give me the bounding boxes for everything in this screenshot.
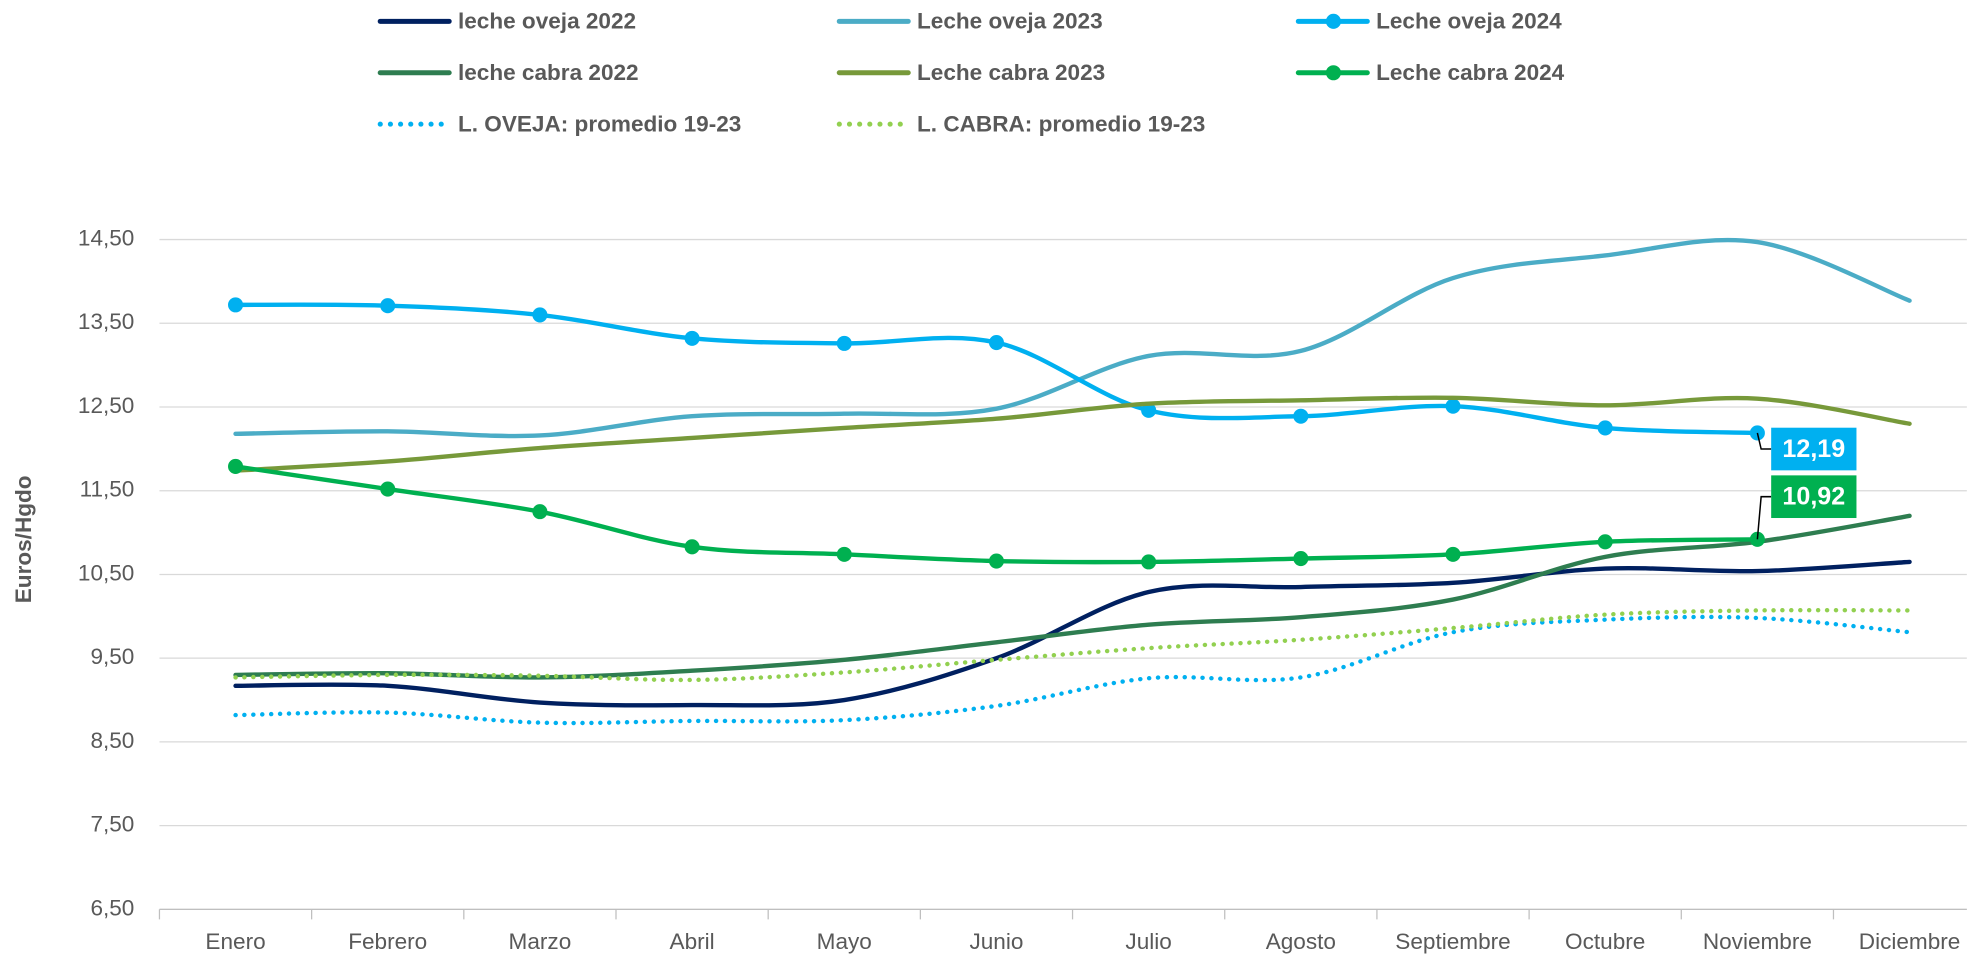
marker xyxy=(836,335,852,351)
legend-label: leche cabra 2022 xyxy=(458,60,639,85)
marker xyxy=(988,553,1004,569)
label-leader xyxy=(1756,432,1772,450)
data-label: 12,19 xyxy=(1782,435,1845,463)
y-tick-label: 14,50 xyxy=(78,226,134,251)
series-line xyxy=(233,559,1912,708)
marker xyxy=(988,335,1004,351)
y-tick-label: 9,50 xyxy=(90,644,134,669)
x-tick-label: Septiembre xyxy=(1395,929,1510,954)
x-tick-label: Febrero xyxy=(348,929,427,954)
legend-label: L. CABRA: promedio 19-23 xyxy=(917,111,1205,136)
label-box xyxy=(1771,427,1857,471)
series-line xyxy=(233,302,1760,436)
x-tick-label: Diciembre xyxy=(1859,929,1961,954)
marker xyxy=(1141,554,1157,570)
marker xyxy=(1445,546,1461,562)
y-tick-label: 11,50 xyxy=(80,477,135,502)
marker xyxy=(532,307,548,323)
marker xyxy=(532,504,548,520)
legend-label: Leche oveja 2024 xyxy=(1376,9,1562,34)
marker xyxy=(1141,402,1157,418)
y-tick-label: 13,50 xyxy=(78,309,134,334)
y-tick-label: 7,50 xyxy=(90,812,134,837)
legend-label: L. OVEJA: promedio 19-23 xyxy=(458,111,741,136)
y-tick-label: 6,50 xyxy=(90,895,134,920)
marker xyxy=(1293,551,1309,567)
marker xyxy=(1749,531,1765,547)
legend-marker xyxy=(1325,13,1341,29)
x-tick-label: Agosto xyxy=(1266,929,1336,954)
x-tick-label: Marzo xyxy=(509,929,572,954)
series-line xyxy=(233,607,1912,683)
marker xyxy=(1293,408,1309,424)
series-line xyxy=(233,513,1912,680)
marker xyxy=(684,539,700,555)
series-line xyxy=(233,395,1912,473)
series-line xyxy=(233,464,1760,565)
x-tick-label: Enero xyxy=(205,929,265,954)
label-leader xyxy=(1756,495,1772,540)
x-tick-label: Octubre xyxy=(1565,929,1645,954)
legend-marker xyxy=(1325,65,1341,81)
marker xyxy=(228,458,244,474)
legend-label: Leche cabra 2023 xyxy=(917,60,1105,85)
x-tick-label: Junio xyxy=(969,929,1023,954)
marker xyxy=(1445,398,1461,414)
y-tick-label: 12,50 xyxy=(78,393,134,418)
legend-label: leche oveja 2022 xyxy=(458,9,636,34)
y-tick-label: 8,50 xyxy=(90,728,134,753)
marker xyxy=(228,297,244,313)
legend-label: Leche cabra 2024 xyxy=(1376,60,1565,85)
marker xyxy=(1597,420,1613,436)
marker xyxy=(1597,534,1613,550)
legend-label: Leche oveja 2023 xyxy=(917,9,1103,34)
series-line xyxy=(233,614,1912,726)
marker xyxy=(380,481,396,497)
marker xyxy=(684,330,700,346)
marker xyxy=(836,546,852,562)
x-tick-label: Abril xyxy=(670,929,715,954)
y-tick-label: 10,50 xyxy=(78,560,134,585)
x-tick-label: Julio xyxy=(1125,929,1171,954)
y-axis-title: Euros/Hgdo xyxy=(11,475,36,603)
x-tick-label: Noviembre xyxy=(1703,929,1812,954)
x-tick-label: Mayo xyxy=(817,929,872,954)
marker xyxy=(380,298,396,314)
data-label: 10,92 xyxy=(1782,483,1845,511)
label-box xyxy=(1771,475,1857,519)
